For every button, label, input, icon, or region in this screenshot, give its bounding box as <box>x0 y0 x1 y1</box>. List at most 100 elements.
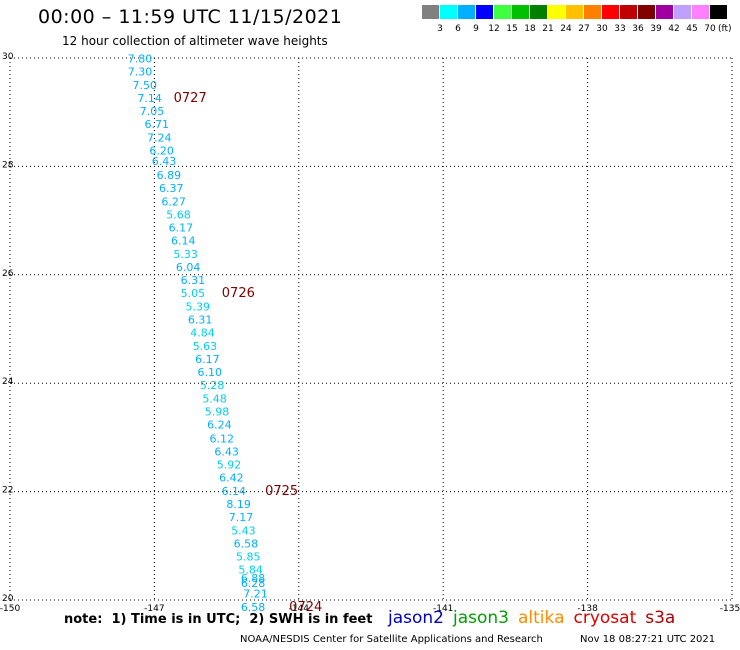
swh-value-label: 5.68 <box>166 208 191 221</box>
color-scale-label: 18 <box>524 24 536 34</box>
color-swatch <box>530 5 547 19</box>
axis-ticks: -150 -147 -144 -141 -138 -135 20 22 24 26 28 30 <box>0 52 740 614</box>
color-scale-label: 33 <box>614 24 626 34</box>
satellite-name: jason2 <box>388 608 444 628</box>
swh-value-label: 6.24 <box>207 419 232 432</box>
swh-value-label: 6.43 <box>152 155 177 168</box>
swh-value-label: 6.43 <box>214 445 239 458</box>
pass-time-label: 0727 <box>174 91 207 106</box>
swh-value-label: 7.17 <box>229 511 254 524</box>
units-note: note: 1) Time is in UTC; 2) SWH is in fe… <box>64 612 373 627</box>
swh-value-label: 6.58 <box>241 601 266 614</box>
x-tick-label: -141 <box>433 604 453 614</box>
swh-value-label: 5.43 <box>231 524 256 537</box>
swh-value-label: 5.39 <box>185 301 210 314</box>
swh-value-label: 7.24 <box>147 131 172 144</box>
y-tick-label: 30 <box>2 52 14 62</box>
swh-value-label: 7.14 <box>137 92 162 105</box>
color-swatch <box>566 5 583 19</box>
color-scale-label: 9 <box>473 24 479 34</box>
grid-lines <box>9 57 733 601</box>
color-swatch <box>440 5 457 19</box>
swh-value-label: 5.33 <box>173 248 198 261</box>
color-swatch <box>584 5 601 19</box>
pass-time-label: 0725 <box>265 484 298 499</box>
satellite-name: s3a <box>645 608 676 628</box>
color-swatch <box>674 5 691 19</box>
satellite-name: altika <box>518 608 565 628</box>
swh-value-label: 5.84 <box>238 563 263 576</box>
swh-value-label: 6.14 <box>222 485 247 498</box>
color-scale-label: 12 <box>488 24 500 34</box>
swh-value-label: 7.21 <box>243 587 268 600</box>
color-swatch <box>656 5 673 19</box>
color-swatch <box>710 5 727 19</box>
map-title: 00:00 – 11:59 UTC 11/15/2021 <box>38 6 343 28</box>
y-tick-label: 28 <box>2 160 14 170</box>
pass-time-label: 0724 <box>289 600 322 615</box>
swh-value-label: 6.42 <box>219 471 244 484</box>
swh-value-label: 5.63 <box>193 340 218 353</box>
swh-value-label: 6.10 <box>198 366 223 379</box>
satellite-legend: jason2 jason3 altika cryosat s3a <box>388 608 684 628</box>
wave-height-labels: 7.807.307.507.147.056.717.246.206.436.89… <box>128 52 268 614</box>
color-scale-label: 70 <box>704 24 716 34</box>
color-swatch <box>692 5 709 19</box>
color-scale-label: 42 <box>668 24 680 34</box>
color-swatch <box>602 5 619 19</box>
x-tick-label: -144 <box>289 604 310 614</box>
y-tick-label: 24 <box>2 377 14 387</box>
color-swatch <box>548 5 565 19</box>
color-scale-label: 21 <box>542 24 554 34</box>
color-swatch <box>620 5 637 19</box>
swh-value-label: 5.92 <box>217 458 242 471</box>
swh-value-label: 6.12 <box>210 432 235 445</box>
color-scale-label: 24 <box>560 24 572 34</box>
x-tick-label: -135 <box>720 604 740 614</box>
swh-value-label: 5.85 <box>236 550 261 563</box>
x-tick-label: -147 <box>144 604 164 614</box>
satellite-name: jason3 <box>453 608 509 628</box>
pass-time-label: 0726 <box>222 286 255 301</box>
y-tick-label: 26 <box>2 269 14 279</box>
y-tick-label: 22 <box>2 486 13 496</box>
swh-value-label: 4.84 <box>190 327 215 340</box>
swh-value-label: 5.48 <box>202 393 227 406</box>
color-scale-label: 39 <box>650 24 662 34</box>
color-swatch <box>422 5 439 19</box>
x-tick-label: -150 <box>0 604 20 614</box>
color-scale-label: 30 <box>596 24 608 34</box>
swh-value-label: 7.05 <box>140 105 165 118</box>
color-scale-label: 3 <box>437 24 443 34</box>
swh-value-label: 7.80 <box>128 52 153 65</box>
color-scale-label: 45 <box>686 24 698 34</box>
map-subtitle: 12 hour collection of altimeter wave hei… <box>62 34 328 48</box>
swh-value-label: 6.88 <box>241 572 266 585</box>
swh-value-label: 6.04 <box>176 261 201 274</box>
credit-line: NOAA/NESDIS Center for Satellite Applica… <box>240 634 543 645</box>
swh-value-label: 6.14 <box>171 234 196 247</box>
x-tick-label: -138 <box>577 604 598 614</box>
color-scale-label: 36 <box>632 24 644 34</box>
swh-value-label: 6.31 <box>188 314 213 327</box>
swh-value-label: 6.31 <box>181 274 206 287</box>
swh-value-label: 5.05 <box>181 287 206 300</box>
color-scale-label: 15 <box>506 24 518 34</box>
y-tick-label: 20 <box>2 594 14 604</box>
color-swatch <box>494 5 511 19</box>
swh-value-label: 6.89 <box>157 169 182 182</box>
time-annotations: 0727 0726 0725 0724 <box>174 91 323 615</box>
swh-value-label: 6.58 <box>234 537 259 550</box>
swh-value-label: 5.98 <box>205 406 230 419</box>
generation-timestamp: Nov 18 08:27:21 UTC 2021 <box>580 634 716 645</box>
color-swatch <box>638 5 655 19</box>
color-swatch <box>476 5 493 19</box>
swh-value-label: 5.28 <box>200 379 225 392</box>
swh-value-label: 6.37 <box>159 182 184 195</box>
swh-value-label: 8.19 <box>226 498 251 511</box>
satellite-name: cryosat <box>573 608 637 628</box>
color-scale-unit: (ft) <box>718 24 732 34</box>
swh-value-label: 7.30 <box>128 65 153 78</box>
swh-value-label: 6.20 <box>149 144 174 157</box>
